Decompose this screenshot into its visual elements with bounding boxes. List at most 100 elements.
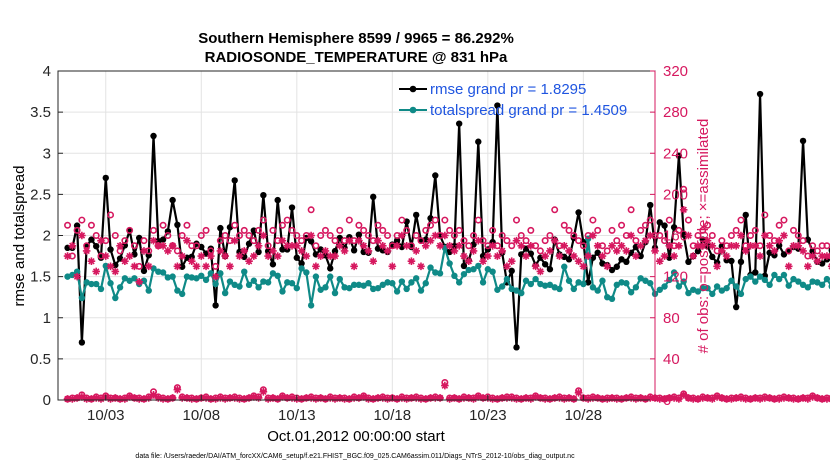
- series-2-point-29: [202, 226, 210, 234]
- series-3-point-28: [197, 252, 206, 260]
- series-2-point-96: [522, 237, 530, 245]
- series-5-point-149: [775, 395, 783, 403]
- series-2-point-133: [699, 226, 707, 234]
- series-2-point-83: [460, 237, 468, 245]
- series-1-point-101: [546, 281, 554, 289]
- series-5-point-40: [254, 394, 263, 402]
- series-5-point-105: [565, 394, 573, 402]
- y-tick-label-8: 4: [43, 63, 51, 80]
- series-3-point-14: [130, 262, 139, 271]
- series-5-point-103: [555, 394, 564, 402]
- series-2-point-134: [704, 221, 712, 229]
- series-3-point-147: [765, 241, 774, 250]
- series-3-point-5: [87, 257, 96, 265]
- series-3-point-8: [101, 252, 110, 260]
- series-1-point-130: [685, 289, 692, 297]
- series-5-point-31: [211, 395, 220, 403]
- series-3-point-70: [398, 231, 406, 240]
- series-5-point-127: [670, 394, 678, 402]
- series-3-point-135: [708, 241, 717, 250]
- series-5-point-122: [646, 394, 655, 402]
- series-0-point-48: [293, 254, 300, 261]
- series-2-point-73: [412, 232, 420, 240]
- series-5-point-67: [383, 395, 392, 403]
- legend-rmse-marker: [409, 85, 417, 93]
- series-5-point-64: [369, 395, 378, 403]
- series-2-point-27: [193, 242, 201, 250]
- series-1-point-34: [226, 278, 234, 285]
- series-3-point-99: [536, 267, 545, 276]
- series-5-point-85: [469, 395, 478, 403]
- series-5-point-12: [121, 395, 129, 403]
- series-3-point-100: [541, 252, 549, 260]
- series-0-point-9: [107, 246, 114, 253]
- series-1-point-122: [647, 280, 654, 287]
- series-5-point-119: [632, 395, 640, 403]
- series-5-point-73: [412, 394, 420, 402]
- series-1-point-78: [436, 270, 444, 277]
- series-1-point-31: [212, 280, 219, 288]
- series-3-point-41: [259, 231, 268, 240]
- series-3-point-102: [550, 236, 559, 245]
- series-2-point-120: [637, 226, 645, 234]
- series-2-point-25: [183, 221, 191, 229]
- series-1: [64, 235, 830, 309]
- series-2-point-149: [775, 221, 783, 229]
- series-5-point-114: [608, 394, 616, 402]
- series-5-point-17: [144, 394, 153, 402]
- series-1-point-33: [221, 289, 229, 297]
- series-5-point-0: [63, 395, 72, 403]
- series-1-point-76: [427, 264, 434, 271]
- series-1-point-112: [599, 277, 606, 284]
- series-0-point-141: [737, 258, 745, 266]
- series-2-point-130: [684, 216, 692, 224]
- series-1-point-155: [804, 284, 812, 291]
- series-5-point-116: [617, 395, 626, 403]
- series-1-point-91: [498, 283, 506, 290]
- series-5-point-156: [808, 393, 817, 401]
- series-1-point-59: [346, 284, 353, 292]
- series-0-point-130: [685, 258, 692, 266]
- series-1-point-103: [556, 285, 563, 293]
- series-2-point-56: [331, 237, 339, 245]
- series-2-point-85: [470, 232, 478, 240]
- series-0-point-16: [140, 267, 148, 275]
- series-2-point-74: [417, 237, 425, 245]
- series-5-point-147: [765, 394, 774, 402]
- series-1-point-129: [680, 278, 687, 285]
- series-1-point-46: [284, 279, 291, 286]
- series-0-point-96: [522, 245, 530, 252]
- series-3-point-31: [211, 272, 220, 281]
- series-2-point-108: [579, 242, 587, 250]
- series-0-point-120: [637, 252, 644, 260]
- series-5-point-109: [584, 395, 592, 403]
- series-1-point-65: [374, 284, 382, 292]
- series-1-point-149: [775, 275, 783, 283]
- series-5-point-50: [302, 394, 311, 402]
- series-3-point-149: [775, 236, 783, 245]
- series-1-point-158: [818, 281, 826, 289]
- series-5-point-63: [364, 395, 373, 403]
- series-5-point-153: [794, 395, 803, 403]
- series-2-point-101: [546, 232, 554, 240]
- series-3-point-151: [784, 262, 793, 271]
- series-0-point-20: [159, 236, 167, 243]
- series-5-point-97: [527, 395, 535, 403]
- series-3-point-153: [794, 241, 803, 250]
- series-2-point-48: [293, 232, 301, 240]
- series-1-point-10: [112, 294, 119, 302]
- x-tick-label-3: 10/18: [374, 407, 412, 424]
- series-3-point-133: [698, 241, 707, 250]
- series-5-point-49: [297, 395, 306, 403]
- series-2-point-151: [785, 247, 793, 255]
- series-1-point-141: [737, 290, 745, 298]
- series-3-point-40: [254, 241, 263, 250]
- series-5-point-15: [135, 395, 143, 403]
- series-0-point-40: [255, 248, 262, 256]
- series-5-point-2: [73, 394, 81, 402]
- series-3-point-3: [78, 231, 86, 240]
- y-axis-right: 0 40 80 120 160 200 240 280 320: [650, 63, 688, 409]
- series-2-point-75: [422, 226, 430, 234]
- series-1-point-95: [518, 289, 525, 297]
- series-3-point-10: [111, 267, 120, 276]
